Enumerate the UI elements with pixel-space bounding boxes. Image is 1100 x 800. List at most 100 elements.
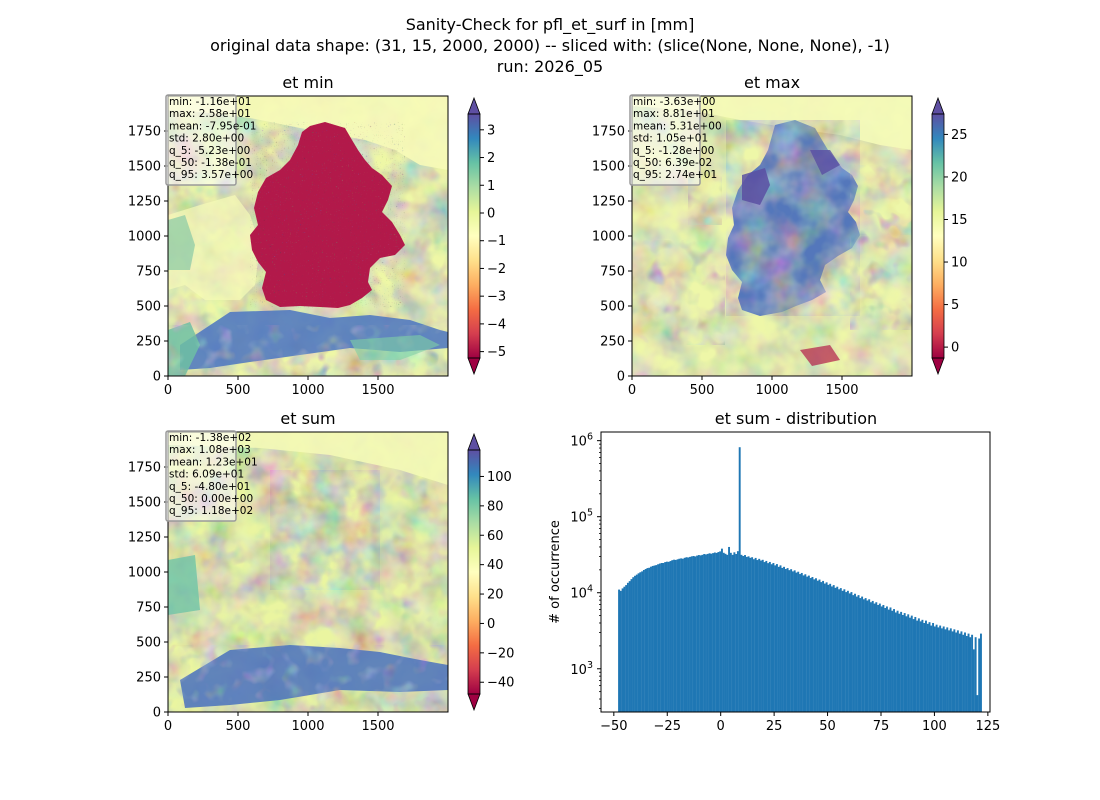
x-tick-label: 1500 (361, 383, 394, 398)
histogram-bar (917, 618, 920, 712)
histogram-bar (749, 557, 752, 712)
y-tick-label: 500 (136, 300, 161, 315)
histogram-bar (662, 563, 665, 712)
suptitle-line-1: Sanity-Check for pfl_et_surf in [mm] (406, 15, 695, 35)
histogram-bar (754, 557, 757, 712)
histogram-bar (641, 571, 644, 712)
histogram-bar (958, 633, 961, 712)
histogram-bar (646, 568, 649, 712)
colorbar-tick-label: −5 (487, 345, 506, 360)
panel-et-sum-distribution: et sum - distribution # of occurrence 10… (548, 409, 1000, 734)
colorbar-tick-label: −40 (487, 676, 514, 691)
histogram-bar (694, 556, 697, 712)
colorbar-extend-max (467, 96, 481, 115)
histogram-bar (751, 557, 754, 712)
histogram-bar (713, 552, 716, 712)
histogram-bar (900, 611, 903, 712)
histogram-bar (816, 580, 819, 712)
histogram-bar (916, 620, 919, 712)
colorbar-tick-label: 60 (487, 529, 504, 544)
colorbar: −40 −20 0 20 40 60 80 100 (467, 432, 514, 712)
histogram-bar (807, 575, 810, 712)
histogram-bar (962, 634, 965, 712)
histogram-bar (733, 552, 736, 712)
histogram-bar (907, 614, 910, 712)
colorbar-extend-min (467, 693, 481, 712)
y-tick-label: 1750 (128, 125, 161, 140)
stat-line: q_50: 0.00e+00 (169, 493, 253, 505)
histogram-bar (724, 553, 727, 712)
heatmap-image (167, 95, 449, 377)
x-tick-label: 1000 (755, 383, 788, 398)
histogram-bar (760, 560, 762, 712)
histogram-bar (855, 596, 858, 712)
histogram-bar (720, 548, 723, 712)
x-tick-label: 500 (226, 383, 251, 398)
x-axis: 0 500 1000 1500 (164, 712, 395, 734)
histogram-bar (728, 546, 731, 712)
histogram-bar (825, 582, 828, 712)
histogram-bar (893, 609, 895, 712)
colorbar-tick-label: 10 (951, 256, 968, 271)
histogram-bar (745, 556, 748, 712)
histogram-bar (699, 555, 702, 712)
stat-line: std: 2.80e+00 (169, 133, 244, 145)
histogram-bar (823, 583, 826, 712)
histogram-bar (667, 561, 670, 712)
colorbar-tick-label: 3 (487, 123, 495, 138)
x-tick-label: 0 (628, 383, 636, 398)
histogram-bar (885, 606, 888, 712)
y-tick-label: 1250 (592, 195, 625, 210)
heatmap-image (631, 95, 913, 377)
histogram-bar (880, 606, 883, 712)
histogram-bar (651, 565, 654, 712)
x-axis: 0 500 1000 1500 (164, 376, 395, 398)
histogram-bar (926, 623, 929, 712)
histogram-bar (942, 626, 945, 712)
colorbar-extend-max (467, 432, 481, 451)
y-tick-label: 750 (600, 265, 625, 280)
colorbar-tick-label: −3 (487, 290, 506, 305)
y-tick-label: 0 (617, 370, 625, 385)
x-tick-label: 25 (766, 719, 783, 734)
histogram-bar (658, 563, 661, 712)
stat-line: max: 8.81e+01 (633, 108, 715, 120)
histogram-bar (839, 588, 842, 712)
y-tick-label: 1500 (592, 160, 625, 175)
colorbar-tick-label: 20 (487, 588, 504, 603)
histogram-bar (752, 559, 755, 712)
y-axis: 0 250 500 750 1000 1250 1500 1750 (128, 125, 168, 385)
histogram-bar (767, 563, 770, 712)
y-tick-label: 250 (600, 335, 625, 350)
histogram-bar (705, 554, 707, 712)
histogram-bar (650, 566, 652, 712)
histogram-bar (685, 557, 688, 712)
x-tick-label: 50 (819, 719, 836, 734)
histogram-bar (974, 637, 977, 712)
stats-box-frame (165, 430, 237, 522)
histogram-bar (843, 589, 846, 712)
histogram-bar (905, 616, 908, 712)
histogram-bar (673, 559, 676, 712)
x-tick-label: 500 (690, 383, 715, 398)
panel-title: et sum (280, 409, 335, 428)
histogram-bar (850, 592, 853, 712)
y-tick-label: 105 (570, 508, 593, 526)
histogram-bar (909, 617, 911, 712)
stat-line: q_5: -4.80e+01 (169, 481, 250, 493)
histogram-bar (877, 604, 880, 712)
histogram-bar (637, 573, 640, 712)
histogram-bar (976, 695, 979, 712)
panel-title: et max (744, 73, 800, 92)
histogram-bar (639, 572, 642, 712)
histogram-bar (781, 567, 784, 712)
y-tick-label: 1000 (128, 230, 161, 245)
y-tick-label: 250 (136, 335, 161, 350)
x-axis: −50 −25 0 25 50 75 100 125 (600, 712, 1000, 734)
colorbar-tick-label: 0 (951, 341, 959, 356)
histogram-bar (871, 600, 874, 712)
histogram-bar (717, 552, 720, 712)
suptitle-line-3: run: 2026_05 (497, 57, 603, 77)
